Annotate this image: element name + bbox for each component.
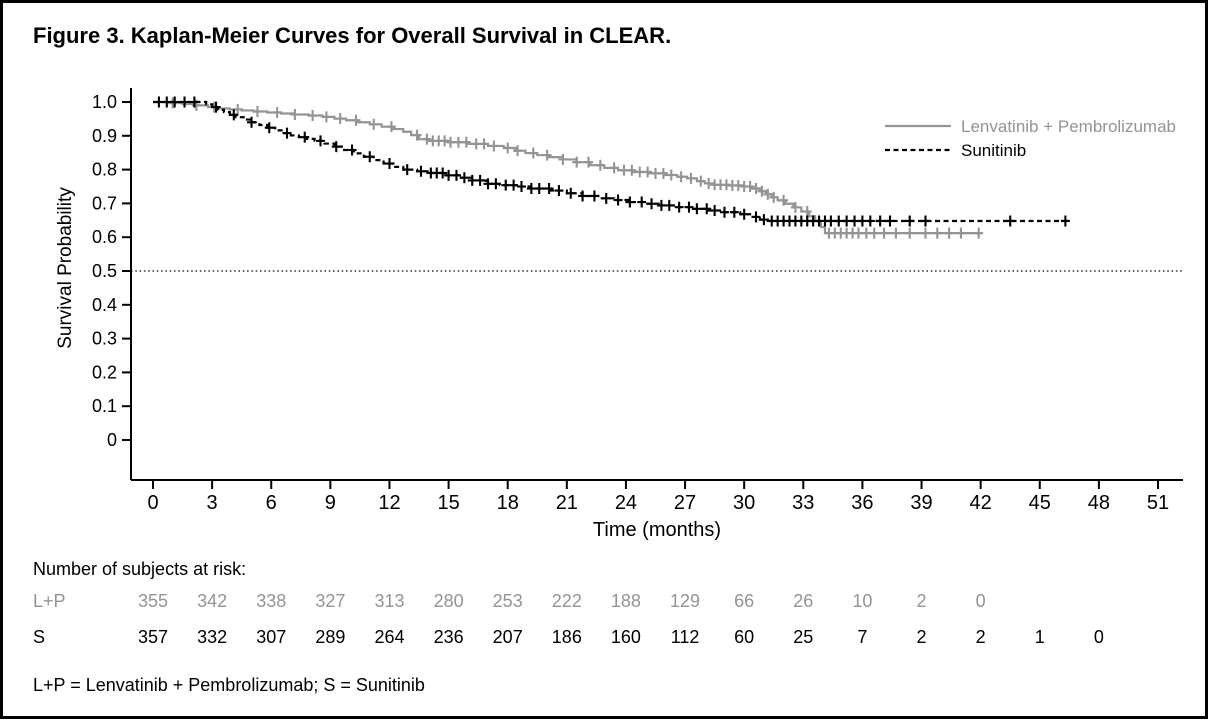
at-risk-count: 289 (315, 627, 345, 647)
y-tick-label: 0.4 (92, 295, 117, 315)
x-tick-label: 0 (147, 492, 158, 514)
x-tick-label: 15 (437, 492, 459, 514)
x-tick-label: 3 (207, 492, 218, 514)
at-risk-count: 222 (552, 591, 582, 611)
y-tick-label: 0.8 (92, 160, 117, 180)
x-axis-title: Time (months) (593, 519, 721, 541)
y-axis-title: Survival Probability (55, 187, 76, 349)
y-tick-label: 0.2 (92, 362, 117, 382)
at-risk-header: Number of subjects at risk: (33, 559, 247, 579)
at-risk-table: L+P 355 342 338 327 313 280 253 222 188 129 66 26 10 2… (33, 591, 1104, 647)
at-risk-count: 207 (493, 627, 523, 647)
y-tick-label: 0.7 (92, 193, 117, 213)
at-risk-count: 355 (138, 591, 168, 611)
figure-footnote: L+P = Lenvatinib + Pembrolizumab; S = Su… (33, 675, 425, 695)
at-risk-count: 253 (493, 591, 523, 611)
censor-marks-lp (168, 97, 984, 239)
at-risk-count: 338 (256, 591, 286, 611)
at-risk-count: 186 (552, 627, 582, 647)
at-risk-count: 2 (917, 591, 927, 611)
at-risk-count: 327 (315, 591, 345, 611)
at-risk-count: 160 (611, 627, 641, 647)
at-risk-count: 2 (976, 627, 986, 647)
km-curve-s (153, 100, 1066, 223)
x-tick-label: 9 (325, 492, 336, 514)
y-tick-label: 0.6 (92, 227, 117, 247)
at-risk-count: 342 (197, 591, 227, 611)
at-risk-count: 7 (857, 627, 867, 647)
at-risk-count: 112 (671, 627, 700, 647)
at-risk-count: 129 (670, 591, 700, 611)
y-tick-label: 0.9 (92, 126, 117, 146)
at-risk-count: 60 (734, 627, 754, 647)
y-tick-label: 0.3 (92, 329, 117, 349)
legend-label: Lenvatinib + Pembrolizumab (961, 117, 1176, 136)
series-s (153, 96, 1070, 227)
x-tick-label: 30 (733, 492, 755, 514)
at-risk-count: 236 (434, 627, 464, 647)
at-risk-count: 0 (976, 591, 986, 611)
x-tick-label: 39 (910, 492, 932, 514)
at-risk-count: 25 (793, 627, 813, 647)
at-risk-count: 1 (1035, 627, 1045, 647)
y-tick-label: 1.0 (92, 92, 117, 112)
x-tick-label: 51 (1147, 492, 1169, 514)
at-risk-count: 264 (374, 627, 404, 647)
km-survival-chart: 00.10.20.30.40.50.60.70.80.91.00 3 6 9 12 15 1… (33, 88, 1183, 647)
x-tick-label: 42 (970, 492, 992, 514)
x-tick-label: 36 (851, 492, 873, 514)
y-tick-label: 0.1 (92, 396, 117, 416)
km-curve-lp (153, 100, 981, 235)
at-risk-count: 66 (734, 591, 754, 611)
at-risk-count: 2 (917, 627, 927, 647)
x-tick-label: 6 (266, 492, 277, 514)
legend: Lenvatinib + Pembrolizumab Sunitinib (885, 117, 1176, 160)
x-tick-label: 24 (615, 492, 637, 514)
x-tick-label: 18 (497, 492, 519, 514)
at-risk-count: 188 (611, 591, 641, 611)
at-risk-count: 10 (852, 591, 872, 611)
at-risk-row-label: L+P (33, 591, 66, 611)
at-risk-count: 280 (434, 591, 464, 611)
legend-label: Sunitinib (961, 141, 1026, 160)
at-risk-count: 307 (256, 627, 286, 647)
x-tick-label: 21 (556, 492, 578, 514)
x-tick-label: 48 (1088, 492, 1110, 514)
figure-title: Figure 3. Kaplan-Meier Curves for Overal… (33, 23, 672, 48)
x-tick-label: 27 (674, 492, 696, 514)
at-risk-count: 357 (138, 627, 168, 647)
x-tick-label: 12 (378, 492, 400, 514)
x-tick-label: 33 (792, 492, 814, 514)
at-risk-count: 0 (1094, 627, 1104, 647)
y-tick-label: 0.5 (92, 261, 117, 281)
y-tick-label: 0 (107, 430, 117, 450)
at-risk-count: 26 (793, 591, 813, 611)
at-risk-row-label: S (33, 627, 45, 647)
x-tick-label: 45 (1029, 492, 1051, 514)
axes: 00.10.20.30.40.50.60.70.80.91.00 3 6 9 12 15 1… (92, 88, 1183, 514)
at-risk-count: 313 (374, 591, 404, 611)
censor-marks-s (154, 96, 1070, 227)
series-lp (153, 97, 984, 239)
at-risk-count: 332 (197, 627, 227, 647)
